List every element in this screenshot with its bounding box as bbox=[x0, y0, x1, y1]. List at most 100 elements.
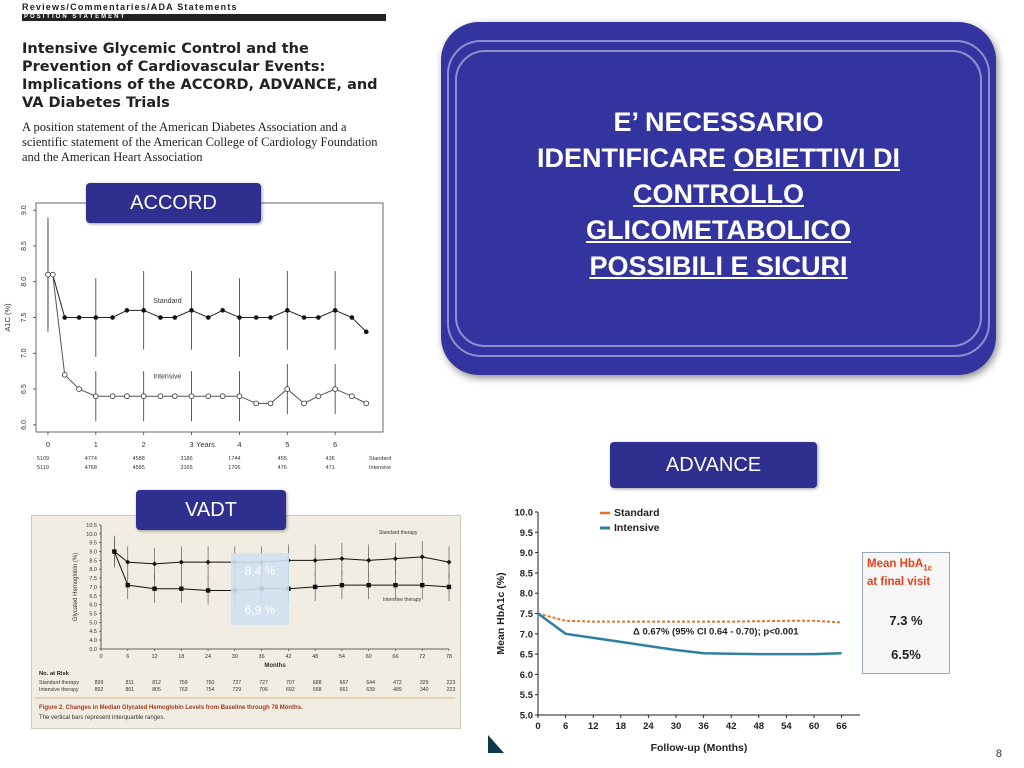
accord-standard-point bbox=[220, 308, 225, 313]
vadt-risk-intensive: 692 bbox=[286, 687, 295, 693]
mean-box-standard: 7.3 % bbox=[889, 613, 923, 628]
accord-risk-intensive: 5119 bbox=[37, 465, 49, 471]
accord-xtick-label: 6 bbox=[333, 440, 337, 449]
vadt-standard-point bbox=[312, 557, 318, 563]
accord-risk-intensive: 476 bbox=[278, 465, 287, 471]
accord-standard-point bbox=[158, 315, 163, 320]
callout-line-3-text: CONTROLLO bbox=[633, 179, 804, 209]
advance-series-standard-line bbox=[537, 612, 842, 624]
advance-legend-intensive: Intensive bbox=[614, 522, 660, 534]
vadt-intensive-point bbox=[125, 582, 130, 588]
vadt-risk-standard: 329 bbox=[420, 680, 429, 686]
vadt-xtick-label: 54 bbox=[339, 654, 345, 660]
paper-title: Intensive Glycemic Control and the Preve… bbox=[22, 41, 378, 111]
vadt-risk-label-intensive: Intensive therapy bbox=[39, 687, 79, 693]
accord-intensive-point bbox=[140, 393, 147, 400]
vadt-xtick-label: 12 bbox=[151, 654, 157, 660]
accord-xtick-label: 2 bbox=[142, 440, 146, 449]
vadt-standard-point bbox=[446, 559, 452, 565]
accord-intensive-point bbox=[45, 271, 51, 278]
callout-line-5: POSSIBILI E SICURI bbox=[481, 248, 956, 284]
accord-standard-point bbox=[110, 315, 115, 320]
accord-intensive-point bbox=[205, 393, 212, 400]
vadt-intensive-point bbox=[179, 586, 184, 591]
advance-xtick-label: 48 bbox=[754, 721, 765, 732]
accord-ytick-label: 6.5 bbox=[21, 384, 28, 394]
vadt-risk-standard: 727 bbox=[233, 680, 242, 686]
vadt-xtick-label: 78 bbox=[446, 654, 452, 660]
vadt-risk-standard: 223 bbox=[447, 680, 456, 686]
callout-box: E’ NECESSARIO IDENTIFICARE OBIETTIVI DI … bbox=[441, 22, 996, 375]
vadt-standard-point bbox=[339, 556, 345, 562]
accord-xtick-label: 3 bbox=[189, 440, 193, 449]
vadt-xtick-label: 6 bbox=[126, 654, 129, 660]
accord-ytick-label: 7.5 bbox=[21, 313, 28, 323]
advance-ytick-label: 5.0 bbox=[520, 711, 533, 722]
advance-mean-box: Mean HbA1c at final visit 7.3 % 6.5% bbox=[862, 552, 950, 674]
vadt-xtick-label: 30 bbox=[232, 654, 238, 660]
accord-ytick-label: 7.0 bbox=[21, 348, 28, 358]
accord-ytick-label: 8.5 bbox=[21, 241, 28, 251]
accord-standard-point bbox=[124, 308, 130, 313]
vadt-risk-intensive: 754 bbox=[206, 687, 215, 693]
accord-standard-point bbox=[93, 315, 99, 320]
accord-standard-point bbox=[349, 315, 355, 320]
accord-intensive-point bbox=[76, 386, 82, 392]
accord-intensive-point bbox=[49, 271, 56, 278]
vadt-xlabel: Months bbox=[264, 663, 286, 669]
accord-xtick-label: 4 bbox=[237, 440, 241, 449]
vadt-intensive-point bbox=[366, 582, 371, 588]
accord-risk-standard: 4774 bbox=[85, 456, 97, 462]
accord-risk-standard: 455 bbox=[278, 456, 287, 462]
vadt-ytick-label: 5.5 bbox=[89, 611, 97, 617]
accord-xtick-label: 5 bbox=[285, 440, 289, 449]
vadt-intensive-point bbox=[446, 584, 452, 590]
page-number: 8 bbox=[995, 748, 1002, 760]
vadt-risk-label-standard: Standard therapy bbox=[39, 680, 79, 686]
advance-xtick-label: 0 bbox=[535, 721, 540, 732]
callout-line-4: GLICOMETABOLICO bbox=[481, 212, 956, 248]
advance-xtick-label: 54 bbox=[781, 721, 792, 732]
advance-xtick-label: 60 bbox=[809, 721, 820, 732]
accord-standard-point bbox=[76, 315, 82, 320]
vadt-risk-standard: 759 bbox=[179, 680, 188, 686]
vadt-xtick-label: 18 bbox=[178, 654, 184, 660]
vadt-intensive-point bbox=[393, 582, 398, 588]
accord-intensive-point bbox=[236, 393, 243, 400]
mean-box-title-sub: 1c bbox=[923, 563, 933, 573]
accord-intensive-point bbox=[109, 393, 116, 400]
vadt-risk-intensive: 706 bbox=[259, 687, 268, 693]
vadt-intensive-point bbox=[312, 584, 318, 590]
accord-standard-point bbox=[189, 308, 194, 313]
accord-legend-standard: Standard bbox=[153, 298, 182, 305]
accord-standard-point bbox=[172, 315, 178, 320]
mean-box-title2: at final visit bbox=[867, 576, 931, 589]
accord-intensive-point bbox=[253, 400, 259, 407]
vadt-risk-intensive: 892 bbox=[95, 687, 104, 693]
vadt-ytick-label: 8.0 bbox=[89, 567, 97, 573]
vadt-risk-intensive: 763 bbox=[179, 687, 188, 693]
vadt-risk-standard: 644 bbox=[366, 680, 375, 686]
accord-standard-point bbox=[62, 315, 68, 320]
advance-ytick-label: 6.0 bbox=[520, 670, 533, 681]
accord-intensive-point bbox=[157, 393, 164, 400]
accord-series-intensive-line bbox=[47, 274, 367, 404]
mean-box-title: Mean HbA1c at final visit bbox=[867, 557, 932, 589]
accord-risk-intensive: 1706 bbox=[228, 465, 240, 471]
vadt-caption: The vertical bars represent interquartil… bbox=[39, 715, 165, 721]
vadt-risk-intensive: 661 bbox=[340, 687, 349, 693]
vadt-xtick-label: 36 bbox=[259, 654, 265, 660]
vadt-risk-standard: 760 bbox=[206, 680, 215, 686]
accord-standard-point bbox=[284, 308, 290, 313]
callout-line-5-text: POSSIBILI E SICURI bbox=[589, 251, 848, 281]
vadt-overlay-box bbox=[231, 553, 289, 625]
accord-xtick-label: 0 bbox=[46, 440, 50, 449]
accord-risk-intensive: 4768 bbox=[85, 465, 97, 471]
paper-subtitle: A position statement of the American Dia… bbox=[22, 120, 378, 164]
accord-risk-standard: 5109 bbox=[37, 456, 49, 462]
accord-ytick-label: 6.0 bbox=[21, 420, 28, 430]
accord-intensive-point bbox=[61, 371, 68, 378]
accord-legend-intensive: Intensive bbox=[153, 373, 181, 380]
accord-standard-point bbox=[268, 315, 273, 320]
advance-ytick-label: 10.0 bbox=[515, 508, 534, 519]
